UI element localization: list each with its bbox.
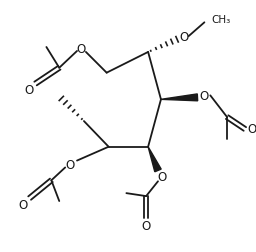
- Text: CH₃: CH₃: [211, 15, 231, 25]
- Text: O: O: [24, 84, 33, 97]
- Text: O: O: [76, 43, 86, 56]
- Text: O: O: [142, 219, 151, 232]
- Polygon shape: [161, 94, 198, 101]
- Text: O: O: [157, 170, 167, 183]
- Text: O: O: [66, 158, 75, 171]
- Polygon shape: [148, 147, 161, 172]
- Text: O: O: [200, 89, 209, 103]
- Text: O: O: [18, 199, 27, 212]
- Text: O: O: [179, 30, 188, 43]
- Text: O: O: [247, 123, 256, 136]
